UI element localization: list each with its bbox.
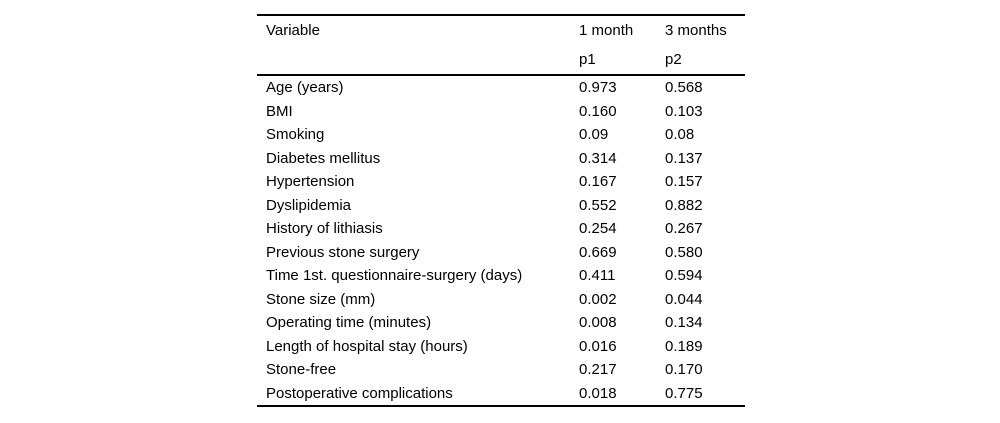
p2-cell: 0.267	[665, 220, 703, 238]
p1-cell: 0.160	[579, 102, 617, 120]
variable-cell: BMI	[266, 102, 293, 120]
p2-cell: 0.134	[665, 314, 703, 332]
header-p1-label: p1	[579, 51, 596, 68]
variable-cell: Length of hospital stay (hours)	[266, 337, 468, 355]
p1-cell: 0.669	[579, 243, 617, 261]
p2-cell: 0.08	[665, 126, 695, 144]
table-row: Stone-free 0.217 0.170	[257, 358, 745, 382]
p1-cell: 0.217	[579, 361, 617, 379]
table-row: Time 1st. questionnaire-surgery (days) 0…	[257, 264, 745, 288]
variable-cell: Time 1st. questionnaire-surgery (days)	[266, 267, 523, 285]
variable-cell: Stone-free	[266, 361, 337, 379]
p2-cell: 0.580	[665, 243, 703, 261]
table-row: Smoking 0.09 0.08	[257, 123, 745, 147]
p1-cell: 0.552	[579, 196, 617, 214]
pvalue-table: Variable 1 month p1 3 months p2 Age (yea…	[257, 14, 745, 407]
header-p2-label: p2	[665, 51, 682, 68]
header-row: Variable 1 month p1 3 months p2	[257, 15, 745, 76]
p1-cell: 0.008	[579, 314, 617, 332]
p1-cell: 0.018	[579, 384, 617, 402]
table-row: Previous stone surgery 0.669 0.580	[257, 241, 745, 265]
table-row: BMI 0.160 0.103	[257, 100, 745, 124]
p1-cell: 0.167	[579, 173, 617, 191]
header-1month-label: 1 month	[579, 22, 634, 39]
p1-cell: 0.254	[579, 220, 617, 238]
p1-cell: 0.09	[579, 126, 609, 144]
p1-cell: 0.973	[579, 79, 617, 97]
header-3months-label: 3 months	[665, 22, 727, 39]
p2-cell: 0.103	[665, 102, 703, 120]
table-body: Age (years) 0.973 0.568 BMI 0.160 0.103 …	[257, 75, 745, 406]
header-cell-1month: 1 month p1	[579, 15, 665, 76]
table-row: Operating time (minutes) 0.008 0.134	[257, 311, 745, 335]
p1-cell: 0.016	[579, 337, 617, 355]
header-variable-sublabel	[266, 45, 579, 74]
variable-cell: Diabetes mellitus	[266, 149, 381, 167]
p2-cell: 0.044	[665, 290, 703, 308]
p2-cell: 0.594	[665, 267, 703, 285]
table-row: Dyslipidemia 0.552 0.882	[257, 194, 745, 218]
variable-cell: Stone size (mm)	[266, 290, 376, 308]
header-cell-3months: 3 months p2	[665, 15, 745, 76]
p2-cell: 0.157	[665, 173, 703, 191]
pvalue-table-container: Variable 1 month p1 3 months p2 Age (yea…	[257, 14, 745, 407]
table-row: History of lithiasis 0.254 0.267	[257, 217, 745, 241]
p2-cell: 0.189	[665, 337, 703, 355]
table-row: Age (years) 0.973 0.568	[257, 75, 745, 100]
table-row: Hypertension 0.167 0.157	[257, 170, 745, 194]
variable-cell: Previous stone surgery	[266, 243, 420, 261]
table-row: Postoperative complications 0.018 0.775	[257, 382, 745, 407]
variable-cell: Age (years)	[266, 79, 344, 97]
variable-cell: Smoking	[266, 126, 325, 144]
p2-cell: 0.882	[665, 196, 703, 214]
p2-cell: 0.170	[665, 361, 703, 379]
variable-cell: Operating time (minutes)	[266, 314, 432, 332]
variable-cell: Postoperative complications	[266, 384, 453, 402]
p1-cell: 0.314	[579, 149, 617, 167]
header-variable-label: Variable	[266, 22, 320, 39]
table-row: Length of hospital stay (hours) 0.016 0.…	[257, 335, 745, 359]
header-cell-variable: Variable	[257, 15, 579, 76]
variable-cell: History of lithiasis	[266, 220, 383, 238]
p2-cell: 0.137	[665, 149, 703, 167]
p1-cell: 0.002	[579, 290, 617, 308]
table-header: Variable 1 month p1 3 months p2	[257, 15, 745, 76]
p2-cell: 0.775	[665, 384, 703, 402]
table-row: Stone size (mm) 0.002 0.044	[257, 288, 745, 312]
p1-cell: 0.411	[579, 267, 616, 285]
table-row: Diabetes mellitus 0.314 0.137	[257, 147, 745, 171]
variable-cell: Dyslipidemia	[266, 196, 352, 214]
variable-cell: Hypertension	[266, 173, 355, 191]
p2-cell: 0.568	[665, 79, 703, 97]
